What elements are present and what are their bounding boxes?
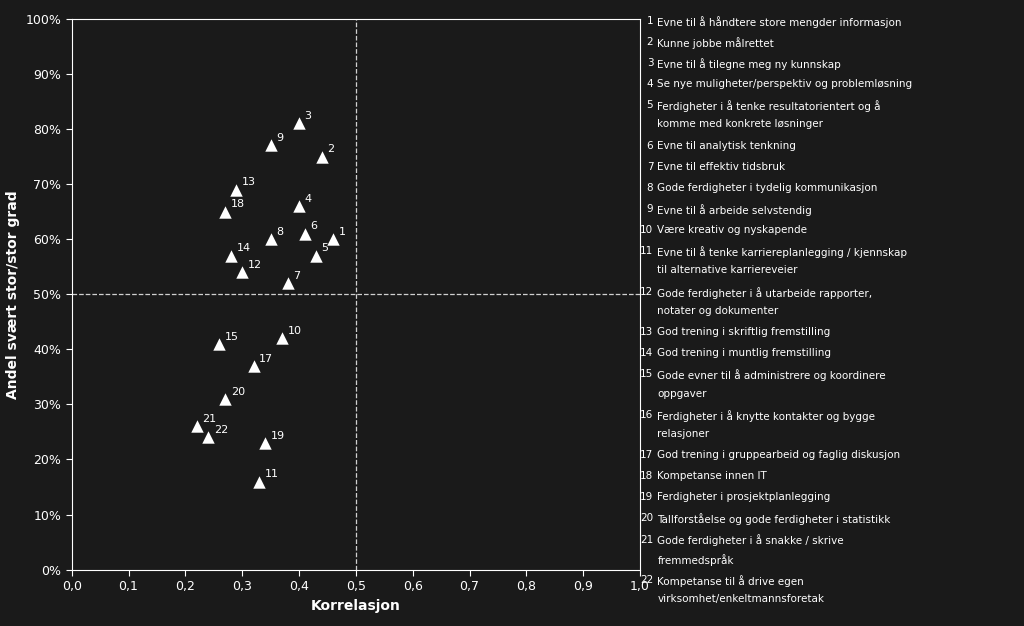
Point (297, 228, 313, 239)
Text: 4: 4 (304, 194, 311, 204)
Text: 17: 17 (259, 354, 273, 364)
Point (246, 361, 262, 371)
Text: God trening i skriftlig fremstilling: God trening i skriftlig fremstilling (657, 327, 830, 337)
Text: 6: 6 (310, 222, 317, 232)
Text: relasjoner: relasjoner (657, 429, 710, 439)
Point (211, 339, 227, 349)
Text: 10: 10 (288, 326, 301, 336)
Text: Kompetanse til å drive egen: Kompetanse til å drive egen (657, 575, 804, 587)
Text: 19: 19 (270, 431, 285, 441)
Text: 9: 9 (647, 204, 653, 214)
Text: 22: 22 (640, 575, 653, 585)
Point (217, 207, 233, 217)
Text: Ferdigheter i å tenke resultatorientert og å: Ferdigheter i å tenke resultatorientert … (657, 100, 881, 112)
Text: Tallforståelse og gode ferdigheter i statistikk: Tallforståelse og gode ferdigheter i sta… (657, 513, 891, 525)
Text: 19: 19 (640, 492, 653, 502)
Text: til alternative karriereveier: til alternative karriereveier (657, 265, 798, 275)
Text: virksomhet/enkeltmannsforetak: virksomhet/enkeltmannsforetak (657, 594, 824, 604)
Text: 3: 3 (304, 111, 311, 121)
Text: Se nye muligheter/perspektiv og problemløsning: Se nye muligheter/perspektiv og probleml… (657, 79, 912, 89)
Text: Gode ferdigheter i å snakke / skrive: Gode ferdigheter i å snakke / skrive (657, 535, 844, 546)
Text: Evne til å håndtere store mengder informasjon: Evne til å håndtere store mengder inform… (657, 16, 902, 28)
Text: Evne til å tenke karriereplanlegging / kjennskap: Evne til å tenke karriereplanlegging / k… (657, 246, 907, 258)
Point (325, 234, 341, 244)
Text: 17: 17 (640, 450, 653, 460)
Text: 7: 7 (647, 162, 653, 172)
Point (291, 201, 307, 211)
Point (262, 140, 279, 150)
Text: 14: 14 (237, 244, 251, 254)
Text: 3: 3 (647, 58, 653, 68)
Point (233, 267, 250, 277)
Text: 16: 16 (640, 409, 653, 419)
Text: oppgaver: oppgaver (657, 389, 707, 399)
Text: 8: 8 (647, 183, 653, 193)
Text: 10: 10 (640, 225, 653, 235)
Text: Gode ferdigheter i å utarbeide rapporter,: Gode ferdigheter i å utarbeide rapporter… (657, 287, 872, 299)
Text: 11: 11 (265, 470, 279, 480)
Text: Evne til å tilegne meg ny kunnskap: Evne til å tilegne meg ny kunnskap (657, 58, 841, 70)
Text: notater og dokumenter: notater og dokumenter (657, 306, 778, 316)
Text: Gode evner til å administrere og koordinere: Gode evner til å administrere og koordin… (657, 369, 886, 381)
Text: 1: 1 (339, 227, 346, 237)
Point (313, 151, 330, 162)
Text: Evne til å arbeide selvstendig: Evne til å arbeide selvstendig (657, 204, 812, 216)
Point (217, 394, 233, 404)
Text: 8: 8 (276, 227, 284, 237)
Text: 21: 21 (640, 535, 653, 545)
Text: 18: 18 (230, 200, 245, 210)
Text: 18: 18 (640, 471, 653, 481)
Text: 4: 4 (647, 79, 653, 89)
Point (222, 250, 239, 260)
Text: 5: 5 (647, 100, 653, 110)
Text: 5: 5 (322, 244, 329, 254)
Y-axis label: Andel svært stor/stor grad: Andel svært stor/stor grad (6, 190, 19, 399)
Text: 13: 13 (640, 327, 653, 337)
Text: Være kreativ og nyskapende: Være kreativ og nyskapende (657, 225, 807, 235)
Text: Evne til effektiv tidsbruk: Evne til effektiv tidsbruk (657, 162, 785, 172)
Text: 14: 14 (640, 348, 653, 358)
Text: 20: 20 (640, 513, 653, 523)
Text: 15: 15 (640, 369, 653, 379)
Text: Ferdigheter i prosjektplanlegging: Ferdigheter i prosjektplanlegging (657, 492, 830, 502)
Text: 2: 2 (647, 37, 653, 47)
Text: 21: 21 (203, 414, 216, 424)
Point (251, 476, 267, 486)
Text: 9: 9 (276, 133, 284, 143)
Text: Evne til analytisk tenkning: Evne til analytisk tenkning (657, 141, 797, 151)
Text: 13: 13 (242, 177, 256, 187)
Text: 22: 22 (214, 425, 228, 435)
Text: Gode ferdigheter i tydelig kommunikasjon: Gode ferdigheter i tydelig kommunikasjon (657, 183, 878, 193)
Text: God trening i gruppearbeid og faglig diskusjon: God trening i gruppearbeid og faglig dis… (657, 450, 900, 460)
Text: 6: 6 (647, 141, 653, 151)
Text: Kunne jobbe målrettet: Kunne jobbe målrettet (657, 37, 774, 49)
Point (257, 438, 273, 448)
Text: 12: 12 (640, 287, 653, 297)
Text: Kompetanse innen IT: Kompetanse innen IT (657, 471, 767, 481)
Point (188, 421, 205, 431)
Text: 2: 2 (328, 145, 335, 155)
Text: 20: 20 (230, 387, 245, 397)
Text: 12: 12 (248, 260, 262, 270)
Text: 1: 1 (647, 16, 653, 26)
Point (291, 118, 307, 128)
Text: Ferdigheter i å knytte kontakter og bygge: Ferdigheter i å knytte kontakter og bygg… (657, 409, 876, 421)
Point (308, 250, 325, 260)
X-axis label: Korrelasjon: Korrelasjon (311, 598, 400, 613)
Text: 15: 15 (225, 332, 239, 342)
Text: fremmedspråk: fremmedspråk (657, 554, 734, 566)
Point (228, 185, 245, 195)
Text: komme med konkrete løsninger: komme med konkrete løsninger (657, 120, 823, 130)
Text: 7: 7 (293, 271, 300, 281)
Point (200, 433, 216, 443)
Text: 11: 11 (640, 246, 653, 256)
Point (273, 333, 290, 343)
Text: God trening i muntlig fremstilling: God trening i muntlig fremstilling (657, 348, 831, 358)
Point (280, 278, 296, 288)
Point (262, 234, 279, 244)
